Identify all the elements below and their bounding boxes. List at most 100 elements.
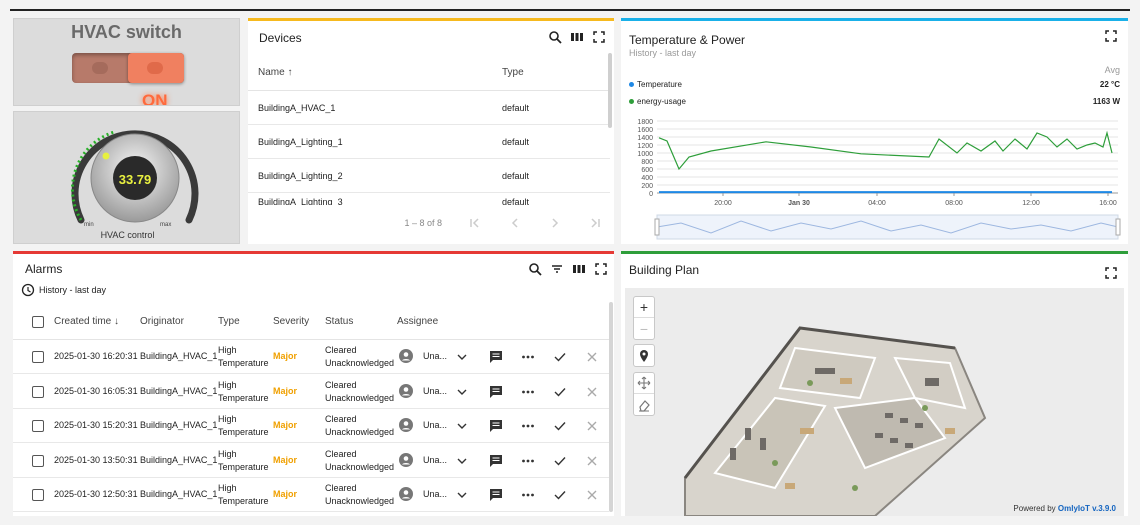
- search-icon[interactable]: [528, 262, 542, 276]
- hvac-toggle[interactable]: [72, 53, 184, 83]
- table-row[interactable]: 2025-01-30 12:50:31 BuildingA_HVAC_1 High T…: [13, 478, 609, 512]
- table-row[interactable]: BuildingA_Lighting_3 default: [248, 193, 610, 205]
- first-page-icon[interactable]: [468, 216, 482, 230]
- assignee-name[interactable]: Una...: [423, 385, 448, 396]
- clear-icon[interactable]: [585, 350, 599, 364]
- originator[interactable]: BuildingA_HVAC_1: [140, 420, 218, 430]
- originator[interactable]: BuildingA_HVAC_1: [140, 385, 218, 396]
- knob-label: HVAC control: [100, 230, 155, 240]
- select-all-checkbox[interactable]: [32, 316, 44, 328]
- acknowledge-icon[interactable]: [553, 350, 567, 364]
- col-assignee[interactable]: Assignee: [397, 316, 439, 327]
- more-icon[interactable]: [521, 419, 535, 433]
- table-row[interactable]: BuildingA_Lighting_2 default: [248, 159, 610, 193]
- col-status[interactable]: Status: [325, 316, 354, 327]
- avatar-icon: [399, 383, 413, 398]
- chevron-down-icon[interactable]: [455, 385, 469, 399]
- columns-icon[interactable]: [570, 30, 584, 44]
- comment-icon[interactable]: [489, 454, 503, 468]
- acknowledge-icon[interactable]: [553, 385, 567, 399]
- row-checkbox[interactable]: [32, 420, 44, 432]
- created-time: 2025-01-30 16:05:31: [54, 385, 138, 396]
- chevron-down-icon[interactable]: [455, 488, 469, 502]
- row-checkbox[interactable]: [32, 454, 44, 467]
- col-severity[interactable]: Severity: [273, 316, 310, 327]
- move-button[interactable]: [634, 373, 654, 394]
- originator[interactable]: BuildingA_HVAC_1: [140, 351, 218, 361]
- filter-icon[interactable]: [550, 262, 564, 276]
- fullscreen-icon[interactable]: [592, 30, 606, 44]
- chevron-down-icon[interactable]: [455, 419, 469, 433]
- originator[interactable]: BuildingA_HVAC_1: [140, 489, 218, 499]
- fullscreen-icon[interactable]: [1104, 29, 1118, 43]
- map-canvas[interactable]: + − Powered by OmlyIoT v.3.9.0: [625, 288, 1124, 516]
- place-marker-button[interactable]: [633, 344, 655, 367]
- fullscreen-icon[interactable]: [1104, 266, 1118, 280]
- devices-scrollbar[interactable]: [608, 53, 612, 128]
- originator[interactable]: BuildingA_HVAC_1: [140, 454, 218, 465]
- y-tick-label: 600: [641, 167, 653, 174]
- row-checkbox[interactable]: [32, 351, 44, 363]
- zoom-out-button[interactable]: −: [639, 320, 649, 337]
- acknowledge-icon[interactable]: [553, 419, 567, 433]
- comment-icon[interactable]: [489, 419, 503, 433]
- legend-energy[interactable]: energy-usage: [629, 97, 686, 106]
- comment-icon[interactable]: [489, 385, 503, 399]
- assignee-name[interactable]: Una...: [423, 454, 448, 465]
- alarms-history[interactable]: History - last day: [21, 283, 106, 297]
- row-checkbox[interactable]: [32, 385, 44, 398]
- table-row[interactable]: 2025-01-30 13:50:31 BuildingA_HVAC_1 High T…: [13, 444, 609, 478]
- table-row[interactable]: 2025-01-30 16:20:31 BuildingA_HVAC_1 High T…: [13, 340, 609, 374]
- more-icon[interactable]: [521, 385, 535, 399]
- col-created-time[interactable]: Created time ↓: [54, 316, 120, 327]
- table-row[interactable]: BuildingA_Lighting_1 default: [248, 125, 610, 159]
- acknowledge-icon[interactable]: [553, 488, 567, 502]
- powered-brand[interactable]: OmlyIoT v.3.9.0: [1057, 504, 1116, 513]
- avg-label: Avg: [1104, 65, 1120, 75]
- severity-badge: Major: [273, 420, 298, 430]
- comment-icon[interactable]: [489, 350, 503, 364]
- col-type[interactable]: Type: [502, 67, 524, 78]
- next-page-icon[interactable]: [548, 216, 562, 230]
- acknowledge-icon[interactable]: [553, 454, 567, 468]
- floor-plan-image: [683, 326, 987, 516]
- row-checkbox[interactable]: [32, 489, 44, 501]
- more-icon[interactable]: [521, 350, 535, 364]
- comment-icon[interactable]: [489, 488, 503, 502]
- clear-icon[interactable]: [585, 419, 599, 433]
- assignee-name[interactable]: Una...: [423, 489, 448, 499]
- chevron-down-icon[interactable]: [455, 454, 469, 468]
- hvac-knob[interactable]: [14, 112, 240, 244]
- table-row[interactable]: 2025-01-30 15:20:31 BuildingA_HVAC_1 High T…: [13, 409, 609, 443]
- chevron-down-icon[interactable]: [455, 350, 469, 364]
- fullscreen-icon[interactable]: [594, 262, 608, 276]
- alarms-table-header: Created time ↓ Originator Type Severity …: [13, 306, 609, 340]
- table-row[interactable]: BuildingA_HVAC_1 default: [248, 91, 610, 125]
- erase-button[interactable]: [634, 394, 654, 415]
- x-tick-label: 04:00: [868, 200, 886, 207]
- col-type[interactable]: Type: [218, 316, 240, 327]
- clear-icon[interactable]: [585, 488, 599, 502]
- col-name[interactable]: Name ↑: [258, 67, 293, 78]
- assignee-name[interactable]: Una...: [423, 420, 448, 430]
- table-row[interactable]: 2025-01-30 16:05:31 BuildingA_HVAC_1 High T…: [13, 375, 609, 409]
- more-icon[interactable]: [521, 454, 535, 468]
- clear-icon[interactable]: [585, 385, 599, 399]
- range-handle-right: [1115, 218, 1121, 236]
- alarms-scrollbar[interactable]: [609, 302, 613, 512]
- columns-icon[interactable]: [572, 262, 586, 276]
- history-label: History - last day: [39, 285, 107, 295]
- prev-page-icon[interactable]: [508, 216, 522, 230]
- device-name: BuildingA_Lighting_2: [258, 171, 343, 181]
- legend-temperature[interactable]: Temperature: [629, 80, 682, 89]
- col-originator[interactable]: Originator: [140, 316, 184, 327]
- y-tick-label: 0: [649, 191, 653, 198]
- toggle-knob[interactable]: [128, 53, 184, 83]
- assignee-name[interactable]: Una...: [423, 351, 448, 361]
- search-icon[interactable]: [548, 30, 562, 44]
- more-icon[interactable]: [521, 488, 535, 502]
- last-page-icon[interactable]: [588, 216, 602, 230]
- zoom-in-button[interactable]: +: [634, 297, 654, 318]
- clear-icon[interactable]: [585, 454, 599, 468]
